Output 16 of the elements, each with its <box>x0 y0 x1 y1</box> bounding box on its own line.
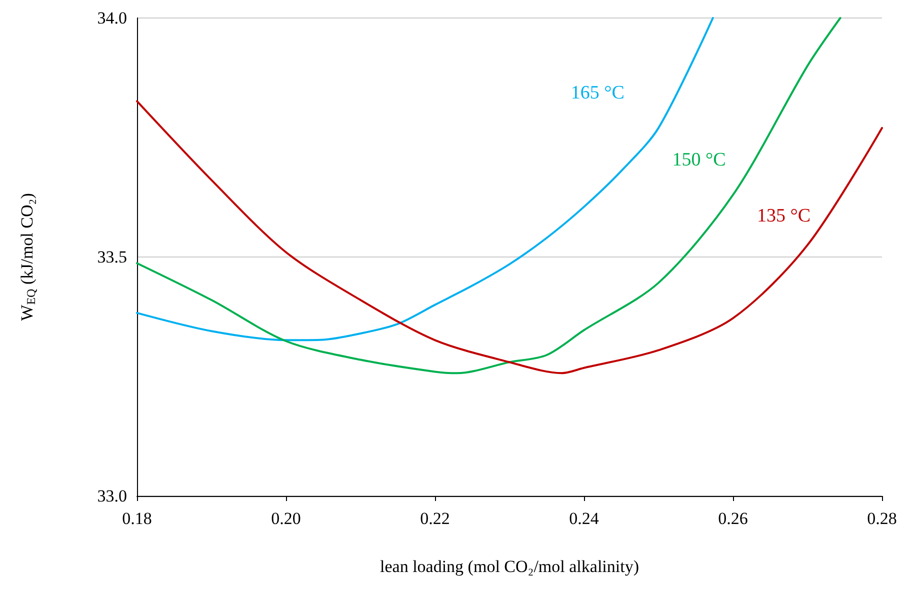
x-axis-title: lean loading (mol CO₂/mol alkalinity) <box>380 557 639 576</box>
text: 165 °C <box>570 82 624 104</box>
x-tick-label: 0.22 <box>420 509 450 528</box>
y-tick-label: 33.0 <box>97 486 127 506</box>
y-tick-label: 33.5 <box>97 248 127 266</box>
line-series <box>136 17 842 374</box>
x-tick-label: 0.20 <box>271 509 301 528</box>
x-tick-label: 0.26 <box>718 509 748 528</box>
line-series <box>136 100 883 374</box>
y-axis-title: WEQ (kJ/mol CO₂) <box>18 193 38 321</box>
x-tick-label: 0.24 <box>569 509 600 528</box>
series-label: 150 °C <box>672 150 726 170</box>
x-tick-label: 0.28 <box>867 509 897 528</box>
x-tick-label: 0.18 <box>122 509 152 528</box>
y-tick-label: 34.0 <box>97 8 127 28</box>
series-label: 135 °C <box>757 205 811 226</box>
